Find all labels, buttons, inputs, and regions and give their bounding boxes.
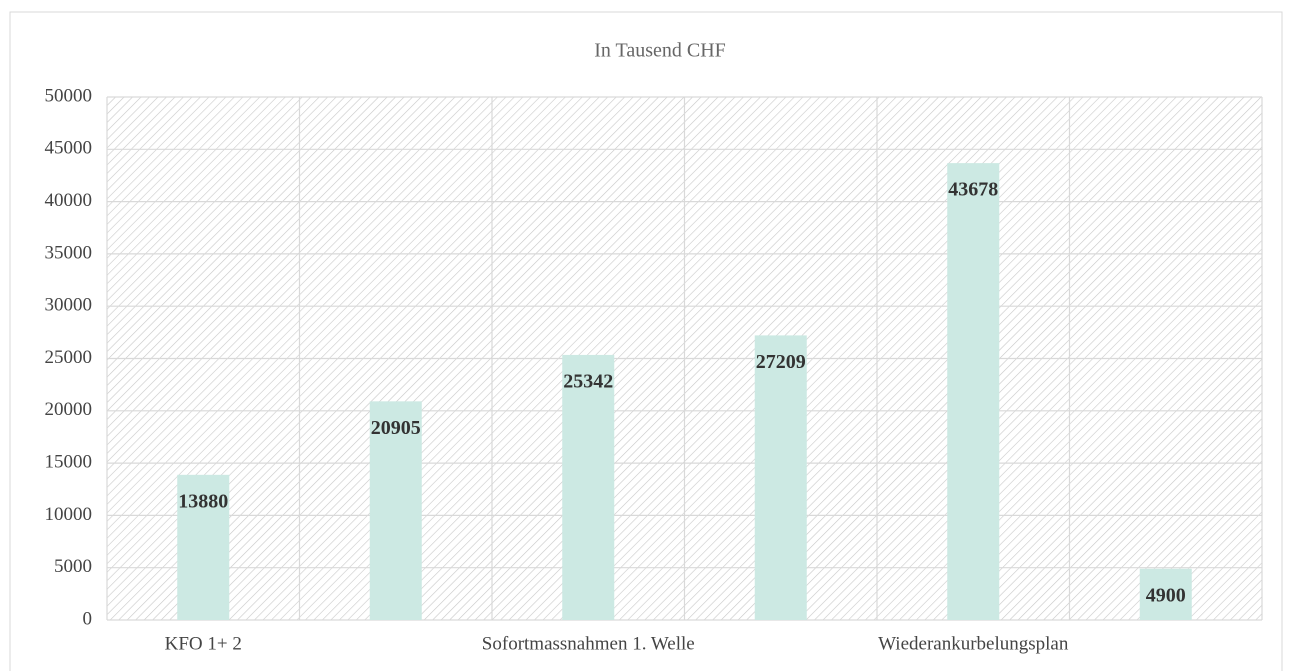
data-label: 43678 bbox=[948, 179, 998, 201]
data-label: 20905 bbox=[371, 417, 421, 439]
data-label: 4900 bbox=[1146, 584, 1186, 606]
bar bbox=[947, 163, 1000, 620]
x-tick-label: KFO 1+ 2 bbox=[165, 633, 242, 654]
y-tick-label: 40000 bbox=[45, 190, 93, 211]
data-label: 25342 bbox=[563, 371, 613, 393]
y-tick-label: 30000 bbox=[45, 295, 93, 316]
bar bbox=[754, 335, 807, 620]
y-tick-label: 10000 bbox=[45, 504, 93, 525]
y-tick-label: 15000 bbox=[45, 451, 93, 472]
bar bbox=[562, 354, 615, 620]
x-tick-label: Wiederankurbelungsplan bbox=[878, 633, 1069, 654]
bar bbox=[177, 474, 230, 620]
bar bbox=[1139, 568, 1192, 620]
y-tick-label: 45000 bbox=[45, 138, 93, 159]
bar bbox=[369, 401, 422, 620]
data-label: 13880 bbox=[178, 490, 228, 512]
y-tick-label: 5000 bbox=[54, 556, 92, 577]
data-label: 27209 bbox=[756, 351, 806, 373]
y-tick-label: 0 bbox=[83, 608, 93, 629]
y-tick-label: 35000 bbox=[45, 242, 93, 263]
y-tick-label: 20000 bbox=[45, 399, 93, 420]
x-tick-label: Sofortmassnahmen 1. Welle bbox=[482, 633, 695, 654]
y-tick-label: 25000 bbox=[45, 347, 93, 368]
chart-title: In Tausend CHF bbox=[594, 40, 726, 62]
y-tick-label: 50000 bbox=[45, 85, 93, 106]
